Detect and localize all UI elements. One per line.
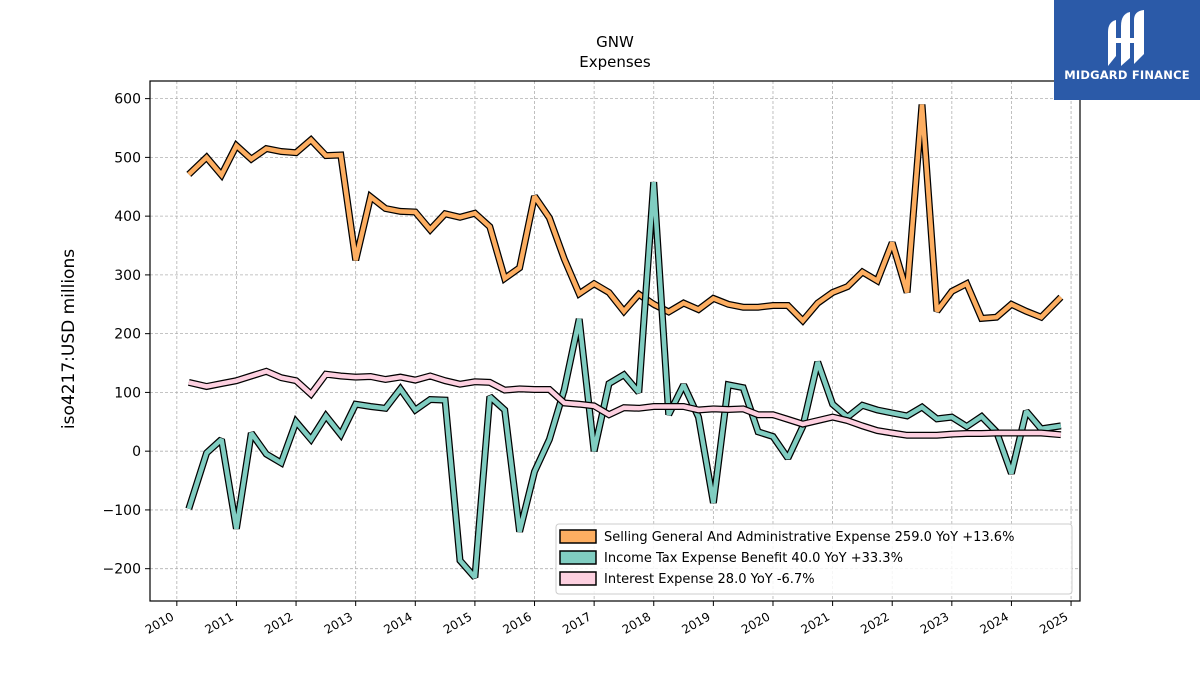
- y-tick-label: 500: [114, 150, 141, 166]
- y-tick-label: 100: [114, 385, 141, 401]
- chart-subtitle: Expenses: [579, 53, 651, 71]
- y-tick-label: 300: [114, 268, 141, 284]
- x-tick-label: 2015: [441, 609, 474, 636]
- legend-label-sga: Selling General And Administrative Expen…: [604, 530, 1014, 545]
- legend-label-income-tax: Income Tax Expense Benefit 40.0 YoY +33.…: [604, 551, 903, 566]
- x-tick-label: 2019: [679, 609, 712, 636]
- x-tick-label: 2011: [202, 609, 235, 636]
- x-tick-label: 2013: [322, 609, 355, 636]
- x-tick-label: 2021: [799, 609, 832, 636]
- series-line: [186, 181, 1062, 579]
- y-axis-label: iso4217:USD millions: [59, 249, 79, 429]
- x-tick-label: 2025: [1037, 609, 1070, 636]
- series-1: [185, 181, 1062, 580]
- y-tick-label: −200: [103, 562, 141, 578]
- y-tick-label: 400: [114, 209, 141, 225]
- series-2: [188, 367, 1062, 439]
- series-line: [188, 368, 1062, 438]
- legend-swatch-sga: [559, 529, 597, 544]
- legend-box: [555, 523, 1073, 595]
- series-lines: [185, 104, 1064, 580]
- x-tick-label: 2010: [143, 609, 176, 636]
- y-tick-label: 600: [114, 92, 141, 108]
- x-tick-label: 2024: [977, 609, 1010, 636]
- legend: Selling General And Administrative Expen…: [555, 523, 1073, 595]
- x-tick-label: 2022: [858, 609, 891, 636]
- legend-swatch-interest: [559, 571, 597, 586]
- plot-frame: [149, 80, 1081, 602]
- x-tick-label: 2016: [501, 609, 534, 636]
- legend-label-interest: Interest Expense 28.0 YoY -6.7%: [604, 572, 815, 587]
- x-tick-label: 2012: [262, 609, 295, 636]
- chart-title: GNW: [596, 33, 634, 51]
- brand-logo: MIDGARD FINANCE: [1054, 0, 1200, 100]
- logo-text: MIDGARD FINANCE: [1064, 68, 1190, 82]
- grid: [150, 81, 1080, 601]
- y-tick-label: 200: [114, 327, 141, 343]
- y-tick-label: −100: [103, 503, 141, 519]
- series-0: [186, 104, 1064, 326]
- x-tick-label: 2017: [560, 609, 593, 636]
- x-tick-label: 2020: [739, 609, 772, 636]
- x-tick-label: 2023: [918, 609, 951, 636]
- legend-swatch-income-tax: [559, 550, 597, 565]
- series-line: [187, 104, 1063, 325]
- y-tick-label: 0: [132, 444, 141, 460]
- midgard-logo-icon: [1108, 10, 1144, 66]
- x-tick-label: 2018: [620, 609, 653, 636]
- x-tick-label: 2014: [381, 609, 414, 636]
